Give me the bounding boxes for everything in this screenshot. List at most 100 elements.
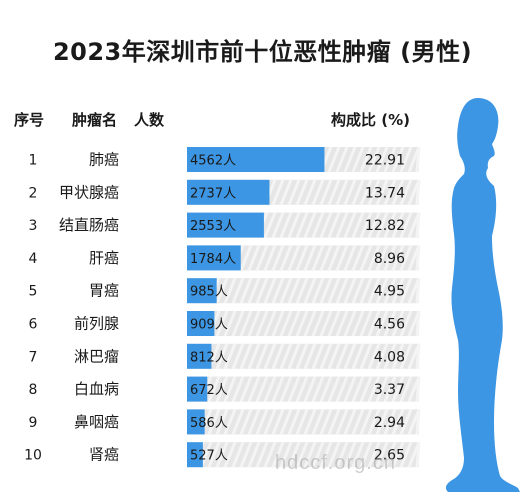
percentage-label: 22.91 (365, 153, 405, 169)
bar-track-stripe (295, 212, 309, 239)
count-label: 527人 (190, 449, 228, 464)
tumor-name-label: 肝癌 (89, 249, 119, 267)
bar-track-stripe (303, 277, 317, 304)
bar (187, 278, 217, 304)
bar-track-stripe (303, 376, 317, 403)
bar-track-stripe (303, 310, 317, 337)
bar (187, 147, 325, 172)
bar-track-stripe (343, 277, 357, 304)
percentage-label: 8.96 (374, 251, 405, 267)
bar-track-stripe (231, 277, 245, 304)
tumor-name-label: 肺癌 (89, 151, 119, 169)
bar-track-stripe (319, 376, 333, 403)
bar-track-stripe (247, 277, 261, 304)
bar-track-stripe (215, 310, 229, 337)
bar-track-stripe (335, 277, 349, 304)
bar-track-stripe (295, 179, 309, 206)
bar-track-stripe (415, 310, 421, 337)
tumor-name-label: 结直肠癌 (59, 216, 119, 234)
bar-track-stripe (383, 441, 397, 468)
bar-track-stripe (239, 244, 253, 271)
bar-track-stripe (375, 244, 389, 271)
bar-track-stripe (223, 376, 237, 403)
bar-track-stripe (415, 245, 421, 271)
bar-track-stripe (367, 408, 381, 435)
bar-track-stripe (383, 343, 397, 370)
bar-track-stripe (367, 277, 381, 304)
bar-track-stripe (343, 310, 357, 337)
tumor-name-label: 甲状腺癌 (59, 183, 119, 201)
bar-track-stripe (223, 277, 237, 304)
bar-track-stripe (359, 310, 373, 337)
bar-track-stripe (263, 310, 277, 337)
bar-track-stripe (367, 179, 381, 206)
bar-track-stripe (351, 408, 365, 435)
bar-track-stripe (207, 441, 221, 468)
header-count: 人数 (134, 111, 165, 129)
header-tumor-name: 肿瘤名 (72, 111, 118, 129)
bar-track-stripe (239, 408, 253, 435)
rank-label: 5 (29, 284, 38, 300)
bar-track-stripe (351, 376, 365, 403)
bar (187, 245, 241, 271)
bar-track-stripe (415, 442, 421, 468)
bar-track-stripe (239, 343, 253, 370)
bar-track-stripe (303, 408, 317, 435)
bar-track-stripe (311, 244, 325, 271)
tumor-name-label: 前列腺 (74, 315, 119, 333)
rank-label: 2 (29, 185, 38, 201)
bar-track-stripe (335, 441, 349, 468)
bar-track-stripe (247, 310, 261, 337)
bar-track-stripe (295, 244, 309, 271)
bar-track-stripe (287, 408, 301, 435)
bar-track-stripe (263, 343, 277, 370)
percentage-label: 12.82 (365, 218, 405, 234)
bar-track-stripe (295, 441, 309, 468)
percentage-label: 3.37 (374, 382, 405, 398)
bar-track-stripe (207, 408, 221, 435)
bar-track-stripe (231, 310, 245, 337)
bar-track-stripe (319, 244, 333, 271)
bar-track-stripe (351, 179, 365, 206)
bar-track-stripe (263, 212, 277, 239)
rank-label: 10 (24, 448, 42, 464)
rank-label: 6 (29, 317, 38, 333)
bar-track-stripe (279, 343, 293, 370)
bar-track-stripe (327, 343, 341, 370)
percentage-label: 2.65 (374, 448, 405, 464)
bar-track-stripe (255, 408, 269, 435)
rank-label: 1 (29, 153, 38, 169)
bar-track-stripe (215, 343, 229, 370)
bar-track-stripe (415, 278, 421, 304)
bar-track-stripe (335, 244, 349, 271)
bar-track-stripe (367, 343, 381, 370)
bar-track-stripe (231, 376, 245, 403)
bar-track-stripe (367, 441, 381, 468)
bar-track-stripe (335, 408, 349, 435)
bar-track-stripe (327, 376, 341, 403)
bar-track-stripe (391, 376, 405, 403)
rank-label: 4 (29, 251, 38, 267)
bar-track-stripe (335, 146, 349, 173)
page-title: 2023年深圳市前十位恶性肿瘤 (男性) (52, 38, 473, 66)
bar-track-stripe (247, 244, 261, 271)
rank-label: 3 (29, 218, 38, 234)
bar-track-stripe (343, 146, 357, 173)
bar (187, 212, 264, 238)
bar-track-stripe (351, 146, 365, 173)
rank-label: 9 (29, 415, 38, 431)
bar-track-stripe (295, 408, 309, 435)
bar-track-stripe (223, 441, 237, 468)
male-silhouette-icon (445, 98, 520, 492)
bar-track-stripe (255, 310, 269, 337)
bar-track-stripe (263, 376, 277, 403)
bar-track-stripe (375, 376, 389, 403)
bar-track-stripe (279, 212, 293, 239)
bar-track-stripe (351, 310, 365, 337)
bar-track-stripe (279, 408, 293, 435)
bar-track-stripe (335, 376, 349, 403)
tumor-name-label: 胃癌 (89, 282, 119, 300)
bar-track-stripe (367, 212, 381, 239)
bar-track-stripe (239, 310, 253, 337)
bar-track-stripe (359, 179, 373, 206)
